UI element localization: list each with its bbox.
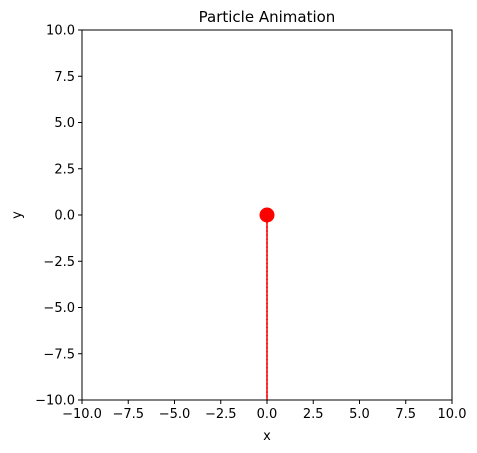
x-axis-label: x bbox=[263, 429, 271, 444]
trail-point bbox=[266, 314, 268, 317]
trail-point bbox=[266, 250, 268, 253]
trail-point bbox=[266, 330, 268, 333]
y-tick-label: 2.5 bbox=[54, 162, 75, 177]
trail-point bbox=[266, 362, 268, 365]
trail-point bbox=[266, 290, 268, 293]
trail-point bbox=[266, 238, 268, 241]
particle-marker bbox=[259, 207, 275, 223]
trail-point bbox=[266, 378, 268, 381]
trail-point bbox=[266, 230, 268, 232]
trail-point bbox=[266, 258, 268, 261]
trail-point bbox=[266, 374, 268, 377]
y-tick-label: −10.0 bbox=[35, 394, 75, 409]
y-tick-label: 5.0 bbox=[54, 116, 75, 131]
trail-point bbox=[266, 338, 268, 341]
y-tick-label: 7.5 bbox=[54, 70, 75, 85]
trail-point bbox=[266, 370, 268, 373]
trail-point bbox=[266, 270, 268, 273]
chart-title: Particle Animation bbox=[199, 8, 336, 26]
trail-point bbox=[266, 274, 268, 277]
trail-point bbox=[266, 326, 268, 329]
trail-point bbox=[266, 286, 268, 289]
trail-point bbox=[266, 387, 268, 389]
x-tick-label: 5.0 bbox=[349, 407, 370, 422]
x-tick-label: 10.0 bbox=[438, 407, 467, 422]
x-tick-label: 0.0 bbox=[257, 407, 278, 422]
trail-point bbox=[266, 350, 268, 353]
x-axis: −10.0 −7.5 −5.0 −2.5 0.0 2.5 5.0 7.5 10.0 bbox=[62, 400, 466, 422]
y-axis: −10.0 −7.5 −5.0 −2.5 0.0 2.5 5.0 7.5 10.0 bbox=[35, 24, 82, 409]
trail-point bbox=[266, 306, 268, 309]
y-axis-label: y bbox=[10, 211, 25, 219]
y-tick-label: 0.0 bbox=[54, 209, 75, 224]
y-tick-label: −2.5 bbox=[43, 255, 75, 270]
trail-point bbox=[266, 254, 268, 257]
trail-point bbox=[266, 322, 268, 325]
trail-point bbox=[266, 294, 268, 297]
trail-point bbox=[266, 302, 268, 305]
y-tick-label: 10.0 bbox=[46, 24, 75, 39]
trail-point bbox=[266, 318, 268, 321]
x-tick-label: −10.0 bbox=[62, 407, 102, 422]
trail-point bbox=[266, 262, 268, 265]
trail-point bbox=[266, 391, 268, 393]
trail-point bbox=[266, 242, 268, 245]
trail-point bbox=[266, 366, 268, 369]
x-tick-label: −2.5 bbox=[205, 407, 237, 422]
trail-point bbox=[266, 346, 268, 349]
trail-point bbox=[266, 234, 268, 237]
trail-point bbox=[266, 358, 268, 361]
trail-point bbox=[266, 266, 268, 269]
trail-point bbox=[266, 354, 268, 357]
x-tick-label: 7.5 bbox=[395, 407, 416, 422]
trail-point bbox=[266, 334, 268, 337]
trail-point bbox=[266, 282, 268, 285]
trail-point bbox=[266, 310, 268, 313]
plot-area bbox=[81, 29, 453, 401]
x-tick-label: 2.5 bbox=[303, 407, 324, 422]
trail-point bbox=[266, 383, 268, 385]
trail-point bbox=[266, 342, 268, 345]
x-tick-label: −7.5 bbox=[112, 407, 144, 422]
trail-point bbox=[266, 395, 268, 397]
trail-point bbox=[266, 278, 268, 281]
trail-point bbox=[266, 246, 268, 249]
trail-point bbox=[266, 298, 268, 301]
y-tick-label: −7.5 bbox=[43, 347, 75, 362]
x-tick-label: −5.0 bbox=[159, 407, 191, 422]
trail-point bbox=[266, 222, 268, 224]
trail-point bbox=[266, 226, 268, 228]
y-tick-label: −5.0 bbox=[43, 301, 75, 316]
